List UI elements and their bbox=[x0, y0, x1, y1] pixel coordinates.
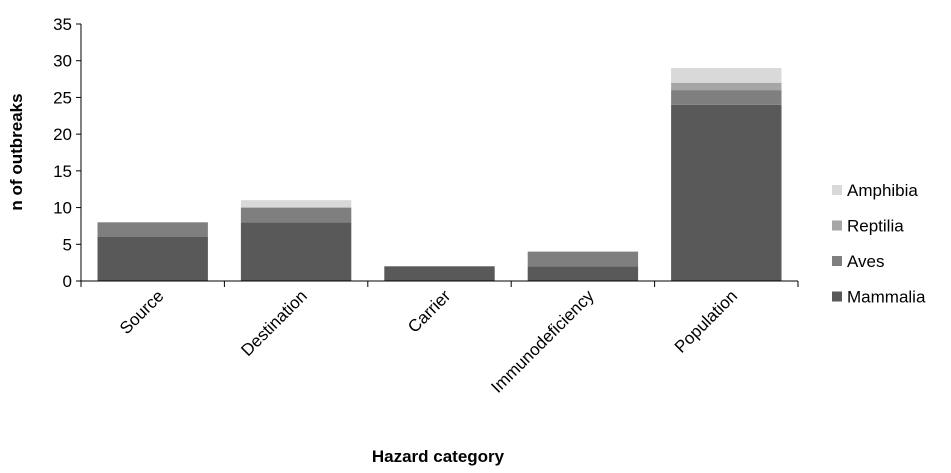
legend-label-reptilia: Reptilia bbox=[847, 217, 904, 236]
legend-swatch-amphibia bbox=[832, 185, 842, 195]
bar-mammalia-destination bbox=[240, 222, 352, 281]
bar-mammalia-population bbox=[671, 104, 782, 281]
bar-aves-immunodeficiency bbox=[527, 251, 639, 267]
y-tick-label: 35 bbox=[53, 15, 72, 34]
legend-label-aves: Aves bbox=[847, 252, 885, 271]
y-tick-labels: 0 5 10 15 20 25 30 35 bbox=[53, 15, 72, 291]
bar-aves-population bbox=[671, 90, 782, 105]
y-tick-label: 10 bbox=[53, 199, 72, 218]
bar-mammalia-immunodeficiency bbox=[527, 266, 639, 281]
bar-reptilia-population bbox=[671, 82, 782, 90]
category-label-immunodeficiency: Immunodeficiency bbox=[487, 286, 598, 397]
axes-group bbox=[76, 23, 799, 287]
y-tick-label: 5 bbox=[63, 235, 72, 254]
y-tick-label: 15 bbox=[53, 162, 72, 181]
x-axis-title: Hazard category bbox=[372, 447, 505, 466]
y-axis-title: n of outbreaks bbox=[7, 93, 26, 210]
bar-amphibia-destination bbox=[240, 200, 352, 208]
legend: Amphibia Reptilia Aves Mammalia bbox=[832, 181, 926, 307]
category-label-carrier: Carrier bbox=[404, 286, 454, 336]
bar-amphibia-population bbox=[671, 68, 782, 83]
y-tick-label: 30 bbox=[53, 52, 72, 71]
bar-mammalia-carrier bbox=[384, 266, 495, 281]
category-label-source: Source bbox=[116, 286, 168, 338]
category-label-population: Population bbox=[671, 286, 741, 356]
legend-swatch-mammalia bbox=[832, 291, 842, 302]
legend-label-amphibia: Amphibia bbox=[847, 181, 918, 200]
y-tick-label: 25 bbox=[53, 88, 72, 107]
bar-aves-destination bbox=[240, 207, 352, 223]
bars-group bbox=[97, 68, 782, 281]
category-label-destination: Destination bbox=[237, 286, 311, 360]
legend-swatch-aves bbox=[832, 256, 842, 266]
legend-swatch-reptilia bbox=[832, 220, 842, 231]
legend-label-mammalia: Mammalia bbox=[847, 288, 926, 307]
y-tick-label: 0 bbox=[63, 272, 72, 291]
bar-aves-source bbox=[97, 222, 208, 237]
bar-mammalia-source bbox=[97, 236, 208, 281]
category-labels: Source Destination Carrier Immunodeficiency… bbox=[116, 286, 741, 397]
y-tick-label: 20 bbox=[53, 125, 72, 144]
